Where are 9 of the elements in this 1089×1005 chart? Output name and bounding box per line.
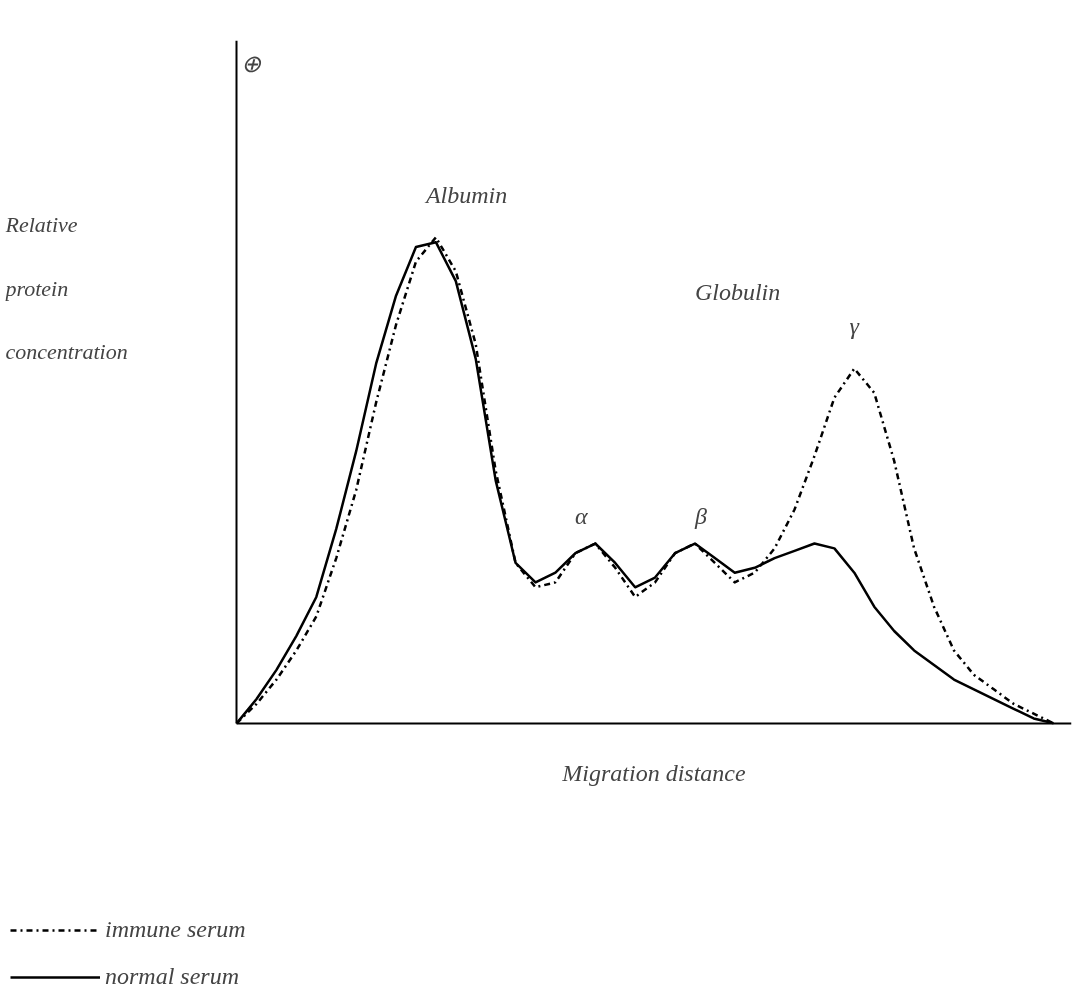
annotation: β [693, 502, 707, 529]
annotation: α [575, 502, 589, 529]
text: Albumin [423, 182, 508, 209]
x-axis-title: Migration distance [561, 759, 747, 786]
annotation: γ [849, 313, 860, 340]
legend-label: immune serum [105, 916, 246, 943]
legend-label: normal serum [105, 963, 240, 990]
annotation: Globulin [694, 279, 781, 306]
text: ⊕ [240, 50, 262, 77]
